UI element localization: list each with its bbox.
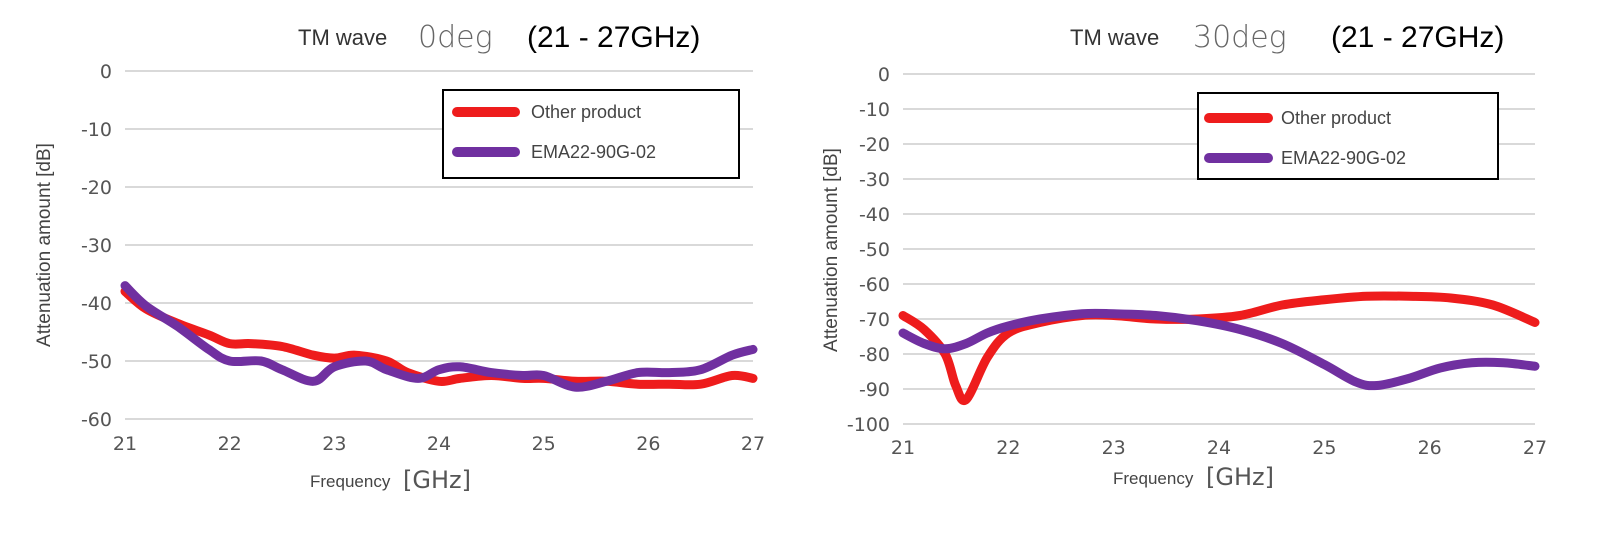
legend-box — [442, 89, 740, 179]
x-tick-label: 24 — [427, 433, 451, 455]
y-tick-label: -20 — [859, 134, 890, 156]
y-tick-label: -40 — [859, 204, 890, 226]
legend-label-other-product: Other product — [1281, 108, 1391, 128]
series-line-ema22 — [898, 308, 1540, 391]
x-axis-unit: [GHz] — [403, 466, 471, 494]
legend: Other product EMA22-90G-02 — [1197, 92, 1499, 180]
chart-title-prefix: TM wave — [1070, 25, 1159, 50]
y-tick-label: -100 — [847, 414, 890, 436]
chart-title-range: (21 - 27GHz) — [1331, 21, 1504, 54]
chart-title-angle: 30deg — [1193, 20, 1287, 55]
chart-right: TM wave 30deg (21 - 27GHz) 0 -10 -20 -30 -40… — [800, 0, 1600, 536]
legend-label-ema22: EMA22-90G-02 — [1281, 148, 1406, 168]
legend-box — [1197, 92, 1499, 180]
y-tick-label: -50 — [81, 351, 112, 373]
chart-right-svg: TM wave 30deg (21 - 27GHz) 0 -10 -20 -30 -40… — [821, 20, 1547, 491]
y-tick-label: -10 — [859, 99, 890, 121]
y-tick-label: -70 — [859, 309, 890, 331]
y-tick-label: -80 — [859, 344, 890, 366]
legend-label-ema22: EMA22-90G-02 — [531, 142, 656, 162]
y-tick-label: -30 — [81, 235, 112, 257]
x-tick-label: 26 — [636, 433, 660, 455]
series-line-ema22 — [120, 281, 758, 392]
x-tick-label: 23 — [1102, 437, 1126, 459]
x-axis-unit: [GHz] — [1206, 463, 1274, 491]
y-tick-label: 0 — [878, 64, 890, 86]
x-tick-label: 27 — [741, 433, 765, 455]
y-tick-label: 0 — [100, 61, 112, 83]
y-axis-label: Attenuation amount [dB] — [821, 148, 842, 352]
x-axis-label: Frequency — [310, 472, 391, 491]
x-axis-label: Frequency — [1113, 469, 1194, 488]
x-tick-label: 21 — [113, 433, 137, 455]
x-tick-label: 23 — [322, 433, 346, 455]
y-axis-label: Attenuation amount [dB] — [34, 143, 55, 347]
chart-title-prefix: TM wave — [298, 25, 387, 50]
x-tick-label: 25 — [1312, 437, 1336, 459]
y-tick-label: -90 — [859, 379, 890, 401]
y-tick-label: -30 — [859, 169, 890, 191]
x-tick-label: 21 — [891, 437, 915, 459]
x-tick-label: 25 — [532, 433, 556, 455]
legend-label-other-product: Other product — [531, 102, 641, 122]
y-tick-label: -60 — [81, 409, 112, 431]
legend: Other product EMA22-90G-02 — [442, 89, 740, 179]
x-tick-label: 27 — [1523, 437, 1547, 459]
y-tick-label: -10 — [81, 119, 112, 141]
chart-left: TM wave 0deg (21 - 27GHz) 0 -10 -20 -30 -40 -… — [0, 0, 790, 536]
y-tick-label: -50 — [859, 239, 890, 261]
x-tick-label: 24 — [1207, 437, 1231, 459]
y-tick-label: -40 — [81, 293, 112, 315]
y-tick-label: -60 — [859, 274, 890, 296]
x-tick-label: 22 — [218, 433, 242, 455]
x-tick-label: 22 — [996, 437, 1020, 459]
chart-title-range: (21 - 27GHz) — [527, 21, 700, 54]
chart-title-angle: 0deg — [418, 20, 493, 55]
series-line-other-product — [898, 291, 1540, 406]
y-tick-label: -20 — [81, 177, 112, 199]
x-tick-label: 26 — [1418, 437, 1442, 459]
chart-left-svg: TM wave 0deg (21 - 27GHz) 0 -10 -20 -30 -40 -… — [34, 20, 765, 494]
